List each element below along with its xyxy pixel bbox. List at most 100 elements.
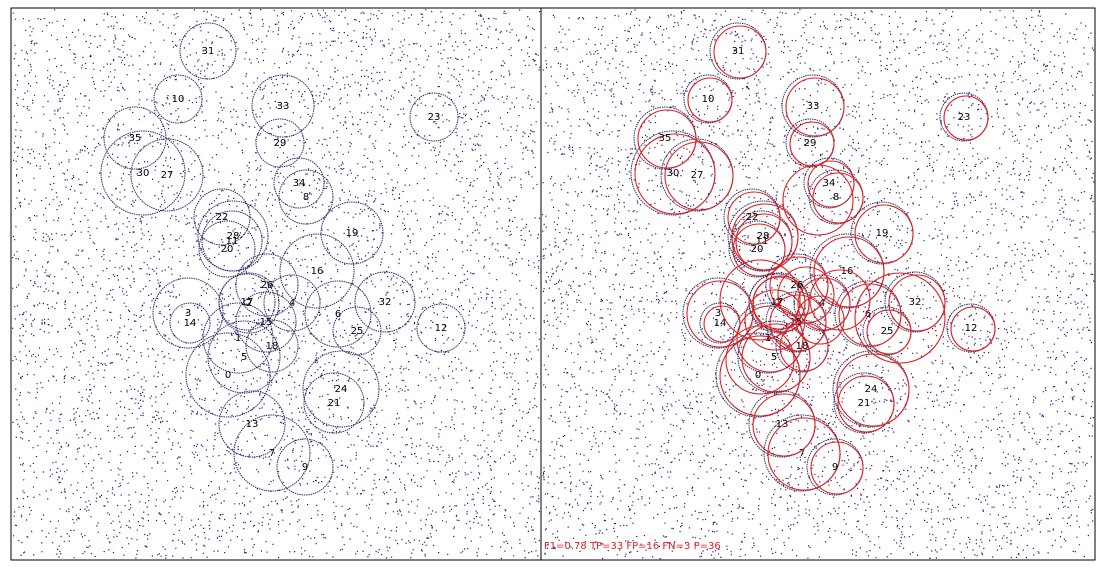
truth-circle-32: [354, 271, 416, 333]
pred-circle-fp: [854, 272, 946, 364]
truth-circle-25: [332, 306, 382, 356]
truth-circle-26: [235, 253, 299, 317]
truth-circle-4: [263, 274, 321, 332]
circle-label-16: 16: [311, 266, 324, 277]
circle-label-21: 21: [858, 398, 871, 409]
truth-circle-31: [179, 22, 237, 80]
circle-label-8: 8: [833, 192, 839, 203]
circle-label-28: 28: [227, 231, 240, 242]
truth-circle-9: [276, 438, 334, 496]
circle-label-33: 33: [807, 101, 820, 112]
circle-label-14: 14: [714, 318, 727, 329]
truth-circle-16: [279, 233, 355, 309]
pred-circle-22: [727, 191, 781, 245]
circle-label-13: 13: [246, 419, 259, 430]
circle-label-9: 9: [832, 462, 838, 473]
circle-label-9: 9: [302, 462, 308, 473]
pred-circle-fp: [777, 266, 835, 324]
circle-label-5: 5: [771, 352, 777, 363]
truth-circle-7: [233, 414, 311, 492]
pred-circle-20: [732, 223, 786, 277]
truth-circle-21: [303, 372, 365, 434]
pred-circle-15: [769, 294, 827, 352]
truth-circle-18: [245, 319, 299, 373]
circle-label-13: 13: [776, 419, 789, 430]
pred-circle-0: [719, 335, 801, 417]
truth-circle-14: [169, 302, 211, 344]
circle-label-8: 8: [303, 192, 309, 203]
circle-label-0: 0: [755, 370, 761, 381]
circle-label-5: 5: [241, 352, 247, 363]
circle-label-7: 7: [269, 448, 275, 459]
circle-label-20: 20: [221, 244, 234, 255]
pred-circle-28: [731, 203, 799, 271]
truth-circle-30: [100, 130, 186, 216]
pred-circle-21: [837, 375, 895, 433]
pred-circle-fp: [725, 325, 795, 395]
circle-label-2: 2: [246, 298, 252, 309]
circle-label-23: 23: [958, 112, 971, 123]
truth-circle-20: [198, 220, 256, 278]
circle-label-19: 19: [876, 228, 889, 239]
circle-label-24: 24: [865, 384, 878, 395]
truth-circle-19: [320, 201, 384, 265]
pred-circle-5: [741, 323, 811, 393]
pred-circle-fp: [809, 269, 871, 331]
circle-label-31: 31: [202, 46, 215, 57]
circle-label-25: 25: [881, 326, 894, 337]
circle-label-18: 18: [796, 341, 809, 352]
pred-circle-19: [854, 204, 914, 264]
truth-circle-17: [218, 273, 276, 331]
truth-circle-1: [202, 302, 274, 374]
panel-frame: [540, 7, 1096, 561]
noise-layer: [12, 9, 541, 560]
circle-label-6: 6: [335, 309, 341, 320]
truth-circle-24: [302, 350, 380, 428]
circle-label-10: 10: [702, 94, 715, 105]
pred-circle-30: [634, 133, 716, 215]
circle-label-35: 35: [129, 133, 142, 144]
pred-circle-4: [797, 277, 851, 331]
circle-label-27: 27: [161, 170, 174, 181]
pred-circle-1: [736, 305, 804, 373]
circle-label-27: 27: [691, 170, 704, 181]
pred-circle-26: [769, 256, 829, 316]
circle-label-17: 17: [771, 297, 784, 308]
circle-label-30: 30: [137, 168, 150, 179]
truth-circle-0: [185, 332, 271, 418]
circle-label-14: 14: [184, 318, 197, 329]
truth-circle-6: [304, 280, 372, 348]
panel-frame: [10, 7, 542, 561]
pred-circle-23: [943, 95, 989, 141]
pred-circle-12: [950, 306, 996, 352]
truth-circle-15: [235, 291, 297, 353]
circle-label-16: 16: [841, 266, 854, 277]
truth-circle-22: [193, 188, 251, 246]
circle-label-28: 28: [757, 231, 770, 242]
circle-label-29: 29: [804, 138, 817, 149]
circle-label-31: 31: [732, 46, 745, 57]
truth-circle-5: [207, 320, 281, 394]
right-panel: [540, 7, 1096, 561]
circle-label-33: 33: [277, 101, 290, 112]
circle-label-21: 21: [328, 398, 341, 409]
circle-label-3: 3: [715, 308, 721, 319]
circle-label-32: 32: [909, 297, 922, 308]
truth-circle-3: [152, 277, 224, 349]
circle-label-10: 10: [172, 94, 185, 105]
circle-label-0: 0: [225, 370, 231, 381]
circle-label-29: 29: [274, 138, 287, 149]
pred-circle-16: [813, 236, 885, 308]
circle-label-6: 6: [865, 309, 871, 320]
circle-label-3: 3: [185, 308, 191, 319]
pred-circle-7: [767, 417, 841, 491]
truth-circle-8: [278, 169, 334, 225]
circle-label-20: 20: [751, 244, 764, 255]
pred-circle-33: [785, 77, 845, 137]
truth-circle-12: [416, 303, 466, 353]
pred-circle-34: [807, 160, 855, 208]
pred-circle-9: [810, 441, 864, 495]
truth-circle-23: [409, 92, 459, 142]
circle-label-12: 12: [435, 323, 448, 334]
